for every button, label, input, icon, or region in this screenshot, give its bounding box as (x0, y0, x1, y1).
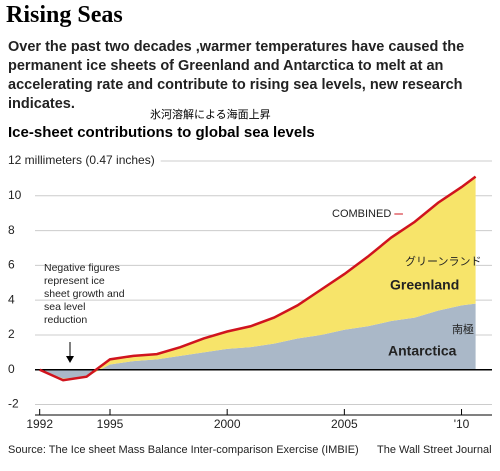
y-tick-label: -2 (8, 397, 19, 411)
source: Source: The Ice sheet Mass Balance Inter… (8, 444, 359, 456)
credit: The Wall Street Journal (377, 444, 492, 456)
y-tick-label: 8 (8, 223, 15, 237)
y-tick-label: 12 millimeters (0.47 inches) (8, 153, 155, 167)
note: Negative figures represent ice sheet gro… (44, 262, 125, 326)
y-tick-label: 10 (8, 188, 22, 202)
subtitle: Over the past two decades ,warmer temper… (8, 39, 465, 112)
area-greenland (39, 176, 476, 381)
chart-title: Ice-sheet contributions to global sea le… (8, 124, 315, 141)
annotation: グリーンランド (405, 254, 481, 268)
y-tick-label: 0 (8, 362, 15, 376)
x-tick-label: 1995 (97, 417, 124, 431)
annotation: 南極 (452, 322, 474, 336)
y-tick-label: 6 (8, 258, 15, 272)
x-tick-label: 1992 (26, 417, 53, 431)
title: Rising Seas (6, 2, 123, 28)
series-label: COMBINED (332, 208, 391, 220)
area-antarctica (39, 303, 476, 379)
x-tick-label: 2005 (331, 417, 358, 431)
x-tick-label: '10 (454, 417, 470, 431)
line-combined (39, 175, 477, 382)
arrow-head (66, 356, 74, 363)
y-tick-label: 4 (8, 292, 15, 306)
x-tick-label: 2000 (214, 417, 241, 431)
annotation: 氷河溶解による海面上昇 (150, 109, 271, 121)
series-label: Antarctica (388, 343, 457, 359)
y-tick-label: 2 (8, 327, 15, 341)
series-label: Greenland (390, 277, 459, 293)
